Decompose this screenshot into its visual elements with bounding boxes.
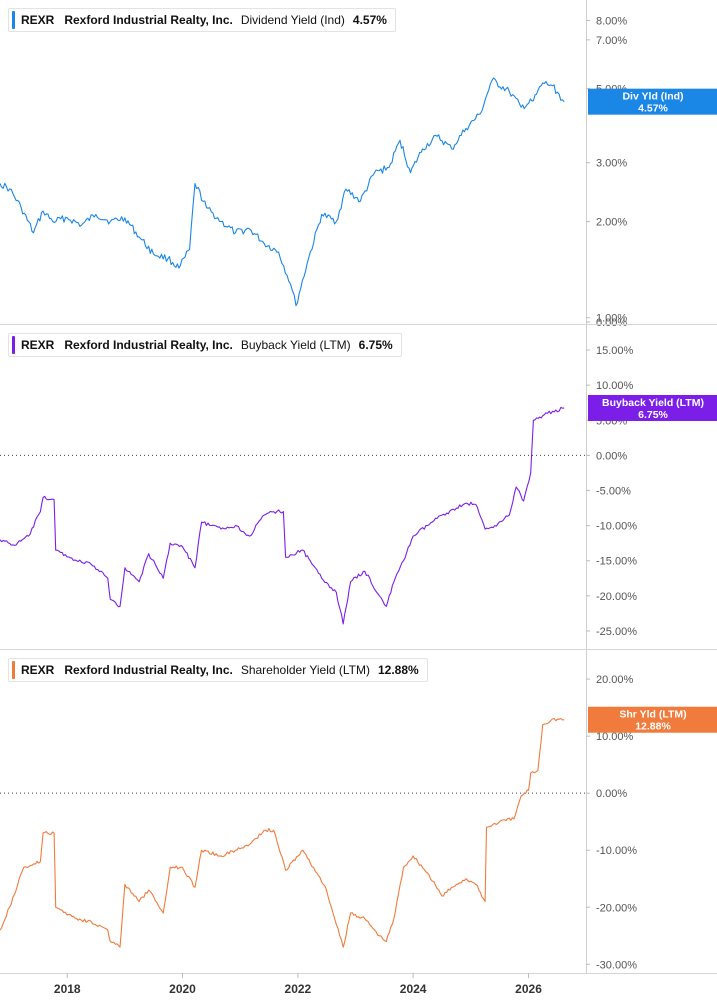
value-tag-title: Shr Yld (LTM): [619, 709, 686, 721]
y-tick-label: -10.00%: [596, 521, 637, 533]
legend-color-marker: [12, 11, 15, 29]
y-tick-label: 10.00%: [596, 380, 634, 392]
legend-shareholder-yield[interactable]: REXR Rexford Industrial Realty, Inc. Sha…: [8, 658, 428, 682]
legend-company: Rexford Industrial Realty, Inc.: [64, 663, 233, 677]
y-tick-label: -10.00%: [596, 845, 637, 857]
value-tag-title: Div Yld (Ind): [622, 91, 683, 103]
y-tick-label: 0.00%: [596, 450, 627, 462]
value-tag-value: 4.57%: [638, 103, 668, 115]
value-tag-value: 12.88%: [635, 721, 671, 733]
value-tag-value: 6.75%: [638, 409, 668, 421]
y-tick-label: 8.00%: [596, 15, 627, 27]
x-tick-label: 2024: [400, 982, 427, 996]
x-tick-label: 2020: [169, 982, 196, 996]
y-tick-label: 20.00%: [596, 674, 634, 686]
legend-ticker: REXR: [21, 13, 55, 27]
y-tick-label: 1.00%: [596, 313, 627, 325]
series-line: [0, 406, 565, 625]
y-tick-label: 2.00%: [596, 216, 627, 228]
y-tick-label: -20.00%: [596, 591, 637, 603]
legend-metric: Dividend Yield (Ind): [240, 13, 345, 27]
legend-metric: Shareholder Yield (LTM): [240, 663, 370, 677]
y-tick-label: -20.00%: [596, 902, 637, 914]
series-line: [0, 717, 565, 948]
legend-dividend-yield[interactable]: REXR Rexford Industrial Realty, Inc. Div…: [8, 8, 396, 32]
y-tick-label: 15.00%: [596, 345, 634, 357]
value-tag-title: Buyback Yield (LTM): [602, 397, 704, 409]
x-tick-label: 2022: [285, 982, 312, 996]
legend-color-marker: [12, 661, 15, 679]
x-tick-label: 2018: [54, 982, 81, 996]
y-tick-label: -5.00%: [596, 486, 631, 498]
y-tick-label: 7.00%: [596, 35, 627, 47]
value-tag: [588, 88, 717, 115]
y-tick-label: -30.00%: [596, 959, 637, 971]
legend-value: 4.57%: [352, 13, 387, 27]
y-tick-label: 0.00%: [596, 788, 627, 800]
y-tick-label: -15.00%: [596, 556, 637, 568]
y-tick-label: 0.00%: [596, 317, 627, 329]
y-tick-label: 10.00%: [596, 731, 634, 743]
legend-value: 12.88%: [378, 663, 419, 677]
legend-value: 6.75%: [358, 338, 393, 352]
legend-buyback-yield[interactable]: REXR Rexford Industrial Realty, Inc. Buy…: [8, 333, 402, 357]
legend-metric: Buyback Yield (LTM): [240, 338, 351, 352]
y-tick-label: 3.00%: [596, 158, 627, 170]
series-line: [0, 77, 565, 307]
legend-company: Rexford Industrial Realty, Inc.: [64, 338, 233, 352]
value-tag: [588, 706, 717, 733]
y-tick-label: -25.00%: [596, 626, 637, 638]
value-tag: [588, 394, 717, 421]
legend-ticker: REXR: [21, 663, 55, 677]
legend-color-marker: [12, 336, 15, 354]
legend-company: Rexford Industrial Realty, Inc.: [64, 13, 233, 27]
x-tick-label: 2026: [515, 982, 542, 996]
legend-ticker: REXR: [21, 338, 55, 352]
